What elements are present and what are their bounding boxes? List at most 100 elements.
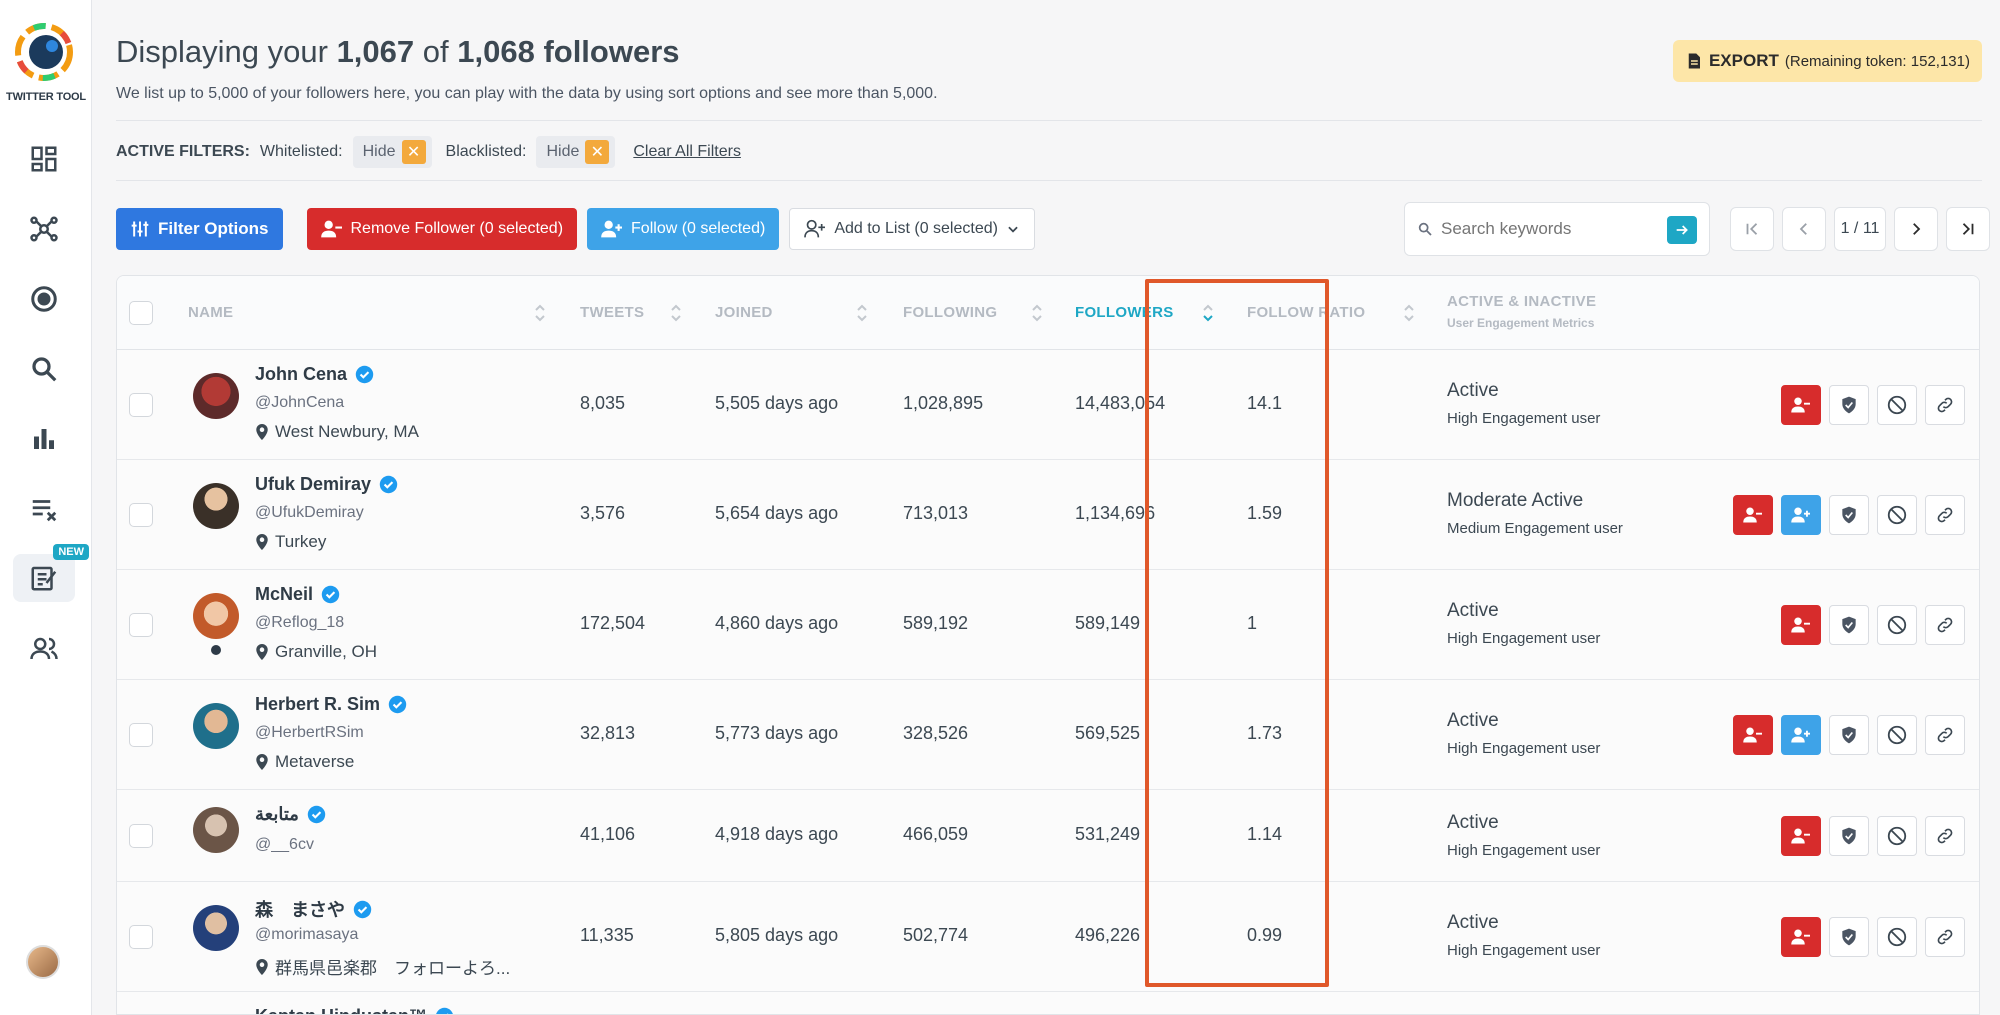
sidebar-item-dashboard[interactable] (0, 133, 88, 185)
avatar[interactable] (193, 807, 239, 853)
user-name[interactable]: Kaptan Hindustan™ (255, 1006, 454, 1014)
row-checkbox[interactable] (129, 613, 153, 637)
sort-desc-icon[interactable] (1201, 301, 1215, 325)
export-button[interactable]: EXPORT (Remaining token: 152,131) (1672, 40, 1982, 82)
sort-icon[interactable] (1402, 301, 1416, 325)
table-row[interactable]: Ufuk Demiray @UfukDemiray Turkey 3,576 5… (117, 460, 1979, 570)
user-handle[interactable]: @HerbertRSim (255, 724, 364, 741)
column-joined[interactable]: JOINED (715, 304, 773, 321)
sidebar-item-network[interactable] (0, 203, 88, 255)
table-row[interactable]: John Cena @JohnCena West Newbury, MA 8,0… (117, 350, 1979, 460)
sort-icon[interactable] (669, 301, 683, 325)
sort-icon[interactable] (533, 301, 547, 325)
profile-link-button[interactable] (1925, 917, 1965, 957)
avatar[interactable] (193, 483, 239, 529)
whitelist-button[interactable] (1829, 715, 1869, 755)
remove-follower-button[interactable]: Remove Follower (0 selected) (306, 208, 578, 250)
sidebar-item-list-cleaner[interactable] (0, 483, 88, 535)
row-checkbox[interactable] (129, 723, 153, 747)
user-name[interactable]: 森 まさや (255, 896, 372, 922)
column-followers[interactable]: FOLLOWERS (1075, 304, 1174, 321)
row-checkbox[interactable] (129, 393, 153, 417)
avatar[interactable] (193, 905, 239, 951)
profile-link-button[interactable] (1925, 816, 1965, 856)
ban-icon (1887, 505, 1907, 525)
blacklist-button[interactable] (1877, 495, 1917, 535)
blacklist-button[interactable] (1877, 715, 1917, 755)
sidebar-item-compose[interactable]: NEW (0, 544, 89, 604)
user-handle[interactable]: @UfukDemiray (255, 504, 364, 521)
user-handle[interactable]: @morimasaya (255, 926, 359, 943)
profile-link-button[interactable] (1925, 385, 1965, 425)
remove-follower-button[interactable] (1733, 495, 1773, 535)
table-row[interactable]: Herbert R. Sim @HerbertRSim Metaverse 32… (117, 680, 1979, 790)
user-name[interactable]: Herbert R. Sim (255, 694, 407, 715)
profile-link-button[interactable] (1925, 605, 1965, 645)
column-follow-ratio[interactable]: FOLLOW RATIO (1247, 304, 1366, 321)
user-avatar[interactable] (26, 945, 60, 979)
column-following[interactable]: FOLLOWING (903, 304, 998, 321)
table-row[interactable]: McNeil @Reflog_18 Granville, OH 172,504 … (117, 570, 1979, 680)
blacklist-button[interactable] (1877, 605, 1917, 645)
column-name[interactable]: NAME (188, 304, 234, 321)
sidebar-item-search[interactable] (0, 343, 88, 395)
filter-options-button[interactable]: Filter Options (116, 208, 283, 250)
row-checkbox[interactable] (129, 824, 153, 848)
profile-link-button[interactable] (1925, 495, 1965, 535)
whitelist-button[interactable] (1829, 917, 1869, 957)
avatar[interactable] (193, 593, 239, 639)
follow-back-button[interactable] (1781, 495, 1821, 535)
column-tweets[interactable]: TWEETS (580, 304, 645, 321)
sort-icon[interactable] (855, 301, 869, 325)
previous-page-button[interactable] (1782, 207, 1826, 251)
avatar[interactable] (193, 703, 239, 749)
user-handle[interactable]: @__6cv (255, 836, 314, 853)
clear-all-filters-link[interactable]: Clear All Filters (633, 143, 741, 160)
remove-follower-button[interactable] (1733, 715, 1773, 755)
main-content: Displaying your 1,067 of 1,068 followers… (92, 0, 2000, 1015)
user-handle[interactable]: @JohnCena (255, 394, 345, 411)
whitelist-button[interactable] (1829, 495, 1869, 535)
twitter-tool-logo[interactable] (14, 22, 74, 82)
user-name[interactable]: John Cena (255, 364, 374, 385)
follow-button[interactable]: Follow (0 selected) (587, 208, 780, 250)
next-page-button[interactable] (1894, 207, 1938, 251)
user-name[interactable]: McNeil (255, 584, 340, 605)
remove-whitelist-filter-button[interactable]: ✕ (401, 140, 426, 164)
add-to-list-button[interactable]: Add to List (0 selected) (789, 208, 1035, 250)
follow-back-button[interactable] (1781, 715, 1821, 755)
remove-follower-button[interactable] (1781, 816, 1821, 856)
remove-blacklist-filter-button[interactable]: ✕ (585, 140, 610, 164)
sidebar-item-users[interactable] (0, 623, 88, 675)
row-checkbox[interactable] (129, 503, 153, 527)
whitelist-button[interactable] (1829, 816, 1869, 856)
user-name[interactable]: Ufuk Demiray (255, 474, 398, 495)
whitelist-button[interactable] (1829, 385, 1869, 425)
sidebar-item-target[interactable] (0, 273, 88, 325)
remove-follower-button[interactable] (1781, 605, 1821, 645)
user-name[interactable]: متابعة (255, 804, 326, 825)
whitelist-button[interactable] (1829, 605, 1869, 645)
blacklist-button[interactable] (1877, 385, 1917, 425)
search-input[interactable] (1441, 219, 1661, 239)
profile-link-button[interactable] (1925, 715, 1965, 755)
row-checkbox[interactable] (129, 925, 153, 949)
sort-icon[interactable] (1030, 301, 1044, 325)
last-page-button[interactable] (1946, 207, 1990, 251)
sidebar-item-analytics[interactable] (0, 413, 88, 465)
select-all-checkbox[interactable] (129, 301, 153, 325)
following-count: 502,774 (903, 925, 969, 945)
blacklist-button[interactable] (1877, 917, 1917, 957)
user-handle[interactable]: @Reflog_18 (255, 614, 345, 631)
blacklist-button[interactable] (1877, 816, 1917, 856)
avatar[interactable] (193, 373, 239, 419)
table-row[interactable]: Kaptan Hindustan™ (117, 992, 1979, 1014)
first-page-button[interactable] (1730, 207, 1774, 251)
column-activity[interactable]: ACTIVE & INACTIVE User Engagement Metric… (1447, 293, 1596, 330)
table-row[interactable]: متابعة @__6cv 41,106 4,918 days ago 466,… (117, 790, 1979, 882)
search-submit-button[interactable] (1667, 216, 1697, 244)
remove-follower-button[interactable] (1781, 917, 1821, 957)
remove-follower-button[interactable] (1781, 385, 1821, 425)
table-row[interactable]: 森 まさや @morimasaya 群馬県邑楽郡 フォローよろ... 11,33… (117, 882, 1979, 992)
new-badge: NEW (53, 544, 89, 560)
